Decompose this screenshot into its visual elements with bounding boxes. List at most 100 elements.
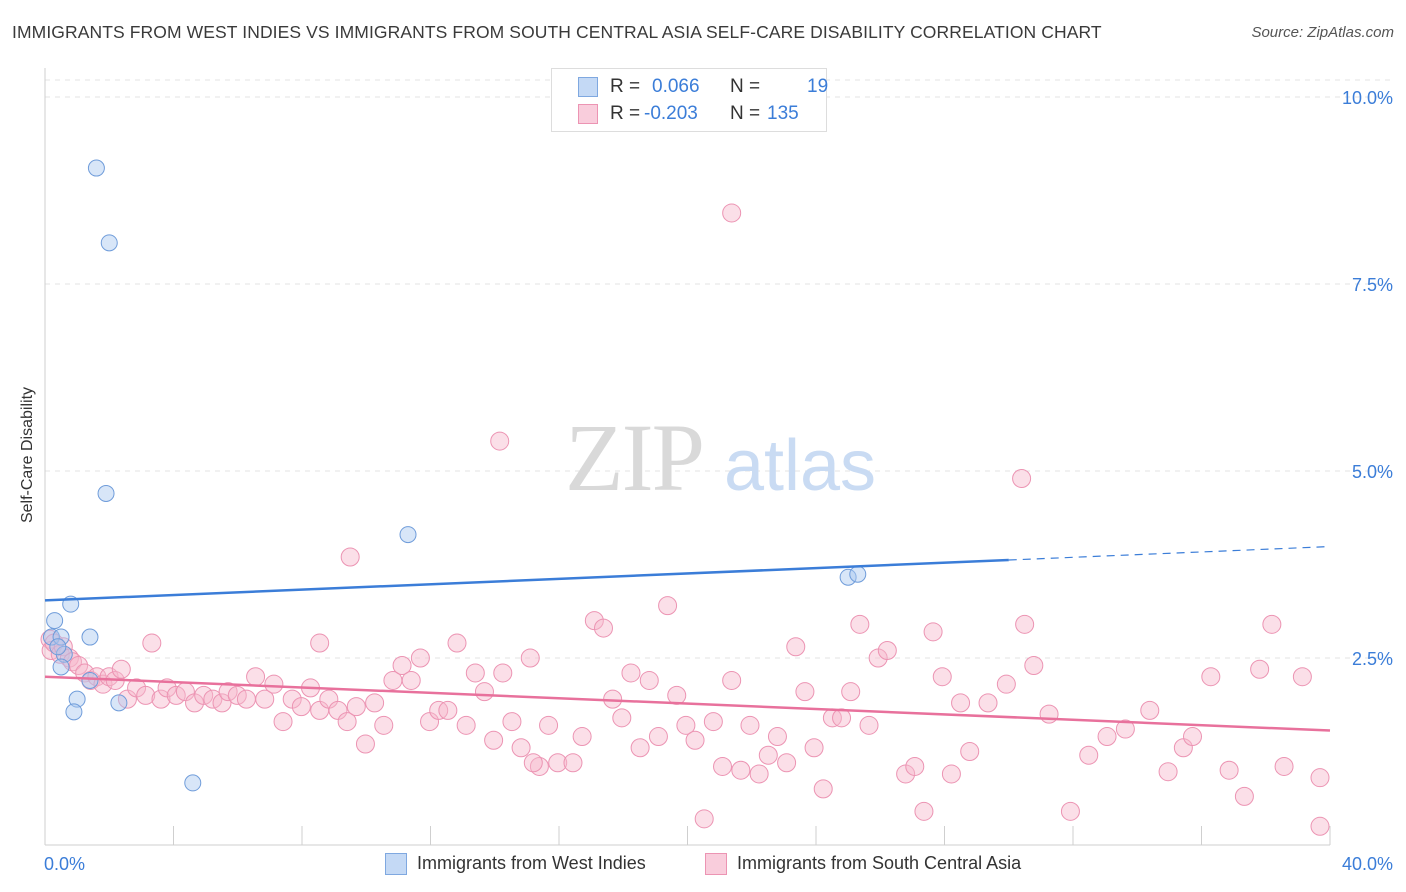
legend-row-west-indies: R = 0.066 N = 19 (552, 75, 829, 101)
data-point-blue (110, 694, 128, 712)
data-point-pink (340, 547, 360, 567)
data-point-pink (374, 715, 394, 735)
data-point-pink (612, 708, 632, 728)
data-point-pink (392, 655, 412, 675)
data-point-pink (291, 697, 311, 717)
data-point-pink (563, 753, 583, 773)
data-point-pink (337, 712, 357, 732)
data-point-pink (951, 693, 971, 713)
bottom-legend-label: Immigrants from South Central Asia (737, 853, 1022, 873)
data-point-blue (46, 612, 64, 630)
watermark: ZIP atlas (565, 404, 876, 511)
data-point-pink (493, 663, 513, 683)
data-point-pink (310, 633, 330, 653)
data-point-pink (877, 641, 897, 661)
data-point-pink (474, 682, 494, 702)
data-point-pink (859, 715, 879, 735)
data-point-pink (1292, 667, 1312, 687)
data-point-blue (399, 526, 417, 544)
y-tick-label: 7.5% (1352, 275, 1393, 295)
data-point-pink (722, 670, 742, 690)
data-point-blue (52, 628, 70, 646)
data-point-pink (676, 715, 696, 735)
data-point-pink (255, 689, 275, 709)
data-point-pink (142, 633, 162, 653)
data-point-pink (1079, 745, 1099, 765)
data-point-pink (648, 727, 668, 747)
data-point-pink (694, 809, 714, 829)
data-point-pink (593, 618, 613, 638)
data-point-pink (548, 753, 568, 773)
data-point-pink (996, 674, 1016, 694)
trend-line-pink (44, 675, 1331, 732)
data-point-pink (1219, 760, 1239, 780)
data-point-pink (1060, 801, 1080, 821)
data-point-blue (42, 628, 60, 646)
legend-r-label: R = (610, 76, 641, 97)
data-point-pink (923, 622, 943, 642)
data-point-pink (713, 756, 733, 776)
watermark-atlas: atlas (724, 426, 876, 506)
data-point-pink (795, 682, 815, 702)
data-point-pink (1201, 667, 1221, 687)
data-point-blue (49, 638, 67, 656)
series-west-indies (42, 159, 867, 792)
data-point-pink (960, 742, 980, 761)
legend-n-value: 135 (767, 103, 799, 124)
data-point-pink (1183, 727, 1203, 747)
legend-r-value: -0.203 (644, 103, 698, 124)
data-point-pink (658, 596, 678, 616)
data-point-pink (99, 667, 119, 687)
y-tick-label: 2.5% (1352, 649, 1393, 669)
data-point-pink (529, 756, 549, 776)
data-point-pink (850, 614, 870, 634)
data-point-pink (722, 203, 742, 223)
data-point-pink (1234, 786, 1254, 806)
data-point-blue (100, 234, 118, 252)
data-point-pink (621, 663, 641, 683)
data-point-pink (236, 689, 256, 709)
series-south-central-asia (40, 203, 1330, 836)
data-point-pink (520, 648, 540, 668)
data-point-pink (749, 764, 769, 784)
legend-swatch-pink (578, 104, 598, 124)
data-point-pink (1310, 768, 1330, 788)
data-point-pink (502, 712, 522, 732)
data-point-pink (523, 753, 543, 773)
data-point-pink (1140, 700, 1160, 720)
data-point-pink (438, 700, 458, 720)
x-tick-label: 40.0% (1342, 854, 1393, 874)
data-point-pink (932, 667, 952, 687)
data-point-pink (273, 712, 293, 732)
correlation-legend: R = 0.066 N = 19 R = -0.203 N = 135 (551, 68, 829, 132)
data-point-blue (87, 159, 105, 177)
data-point-pink (786, 637, 806, 657)
data-point-pink (355, 734, 375, 754)
data-point-pink (813, 779, 833, 799)
data-point-pink (685, 730, 705, 750)
legend-row-south-central-asia: R = -0.203 N = 135 (552, 102, 826, 128)
legend-n-value: 19 (807, 76, 829, 97)
data-point-pink (905, 756, 925, 776)
data-point-blue (849, 565, 867, 583)
data-point-pink (511, 738, 531, 758)
data-point-pink (246, 667, 266, 687)
data-point-pink (264, 674, 284, 694)
data-point-pink (346, 697, 366, 717)
chart-title: IMMIGRANTS FROM WEST INDIES VS IMMIGRANT… (12, 22, 1102, 42)
data-point-pink (1015, 614, 1035, 634)
data-point-pink (1039, 704, 1059, 724)
data-point-blue (184, 774, 202, 792)
bottom-legend-swatch-pink (705, 853, 727, 875)
data-point-pink (447, 633, 467, 653)
data-point-blue (68, 690, 86, 708)
data-point-pink (572, 727, 592, 747)
data-point-pink (465, 663, 485, 683)
data-point-pink (1115, 719, 1135, 739)
data-point-pink (365, 693, 385, 713)
watermark-zip: ZIP (565, 404, 703, 511)
trend-line-blue-extension (1008, 545, 1331, 561)
legend-r-value: 0.066 (652, 76, 700, 97)
data-point-pink (639, 670, 659, 690)
